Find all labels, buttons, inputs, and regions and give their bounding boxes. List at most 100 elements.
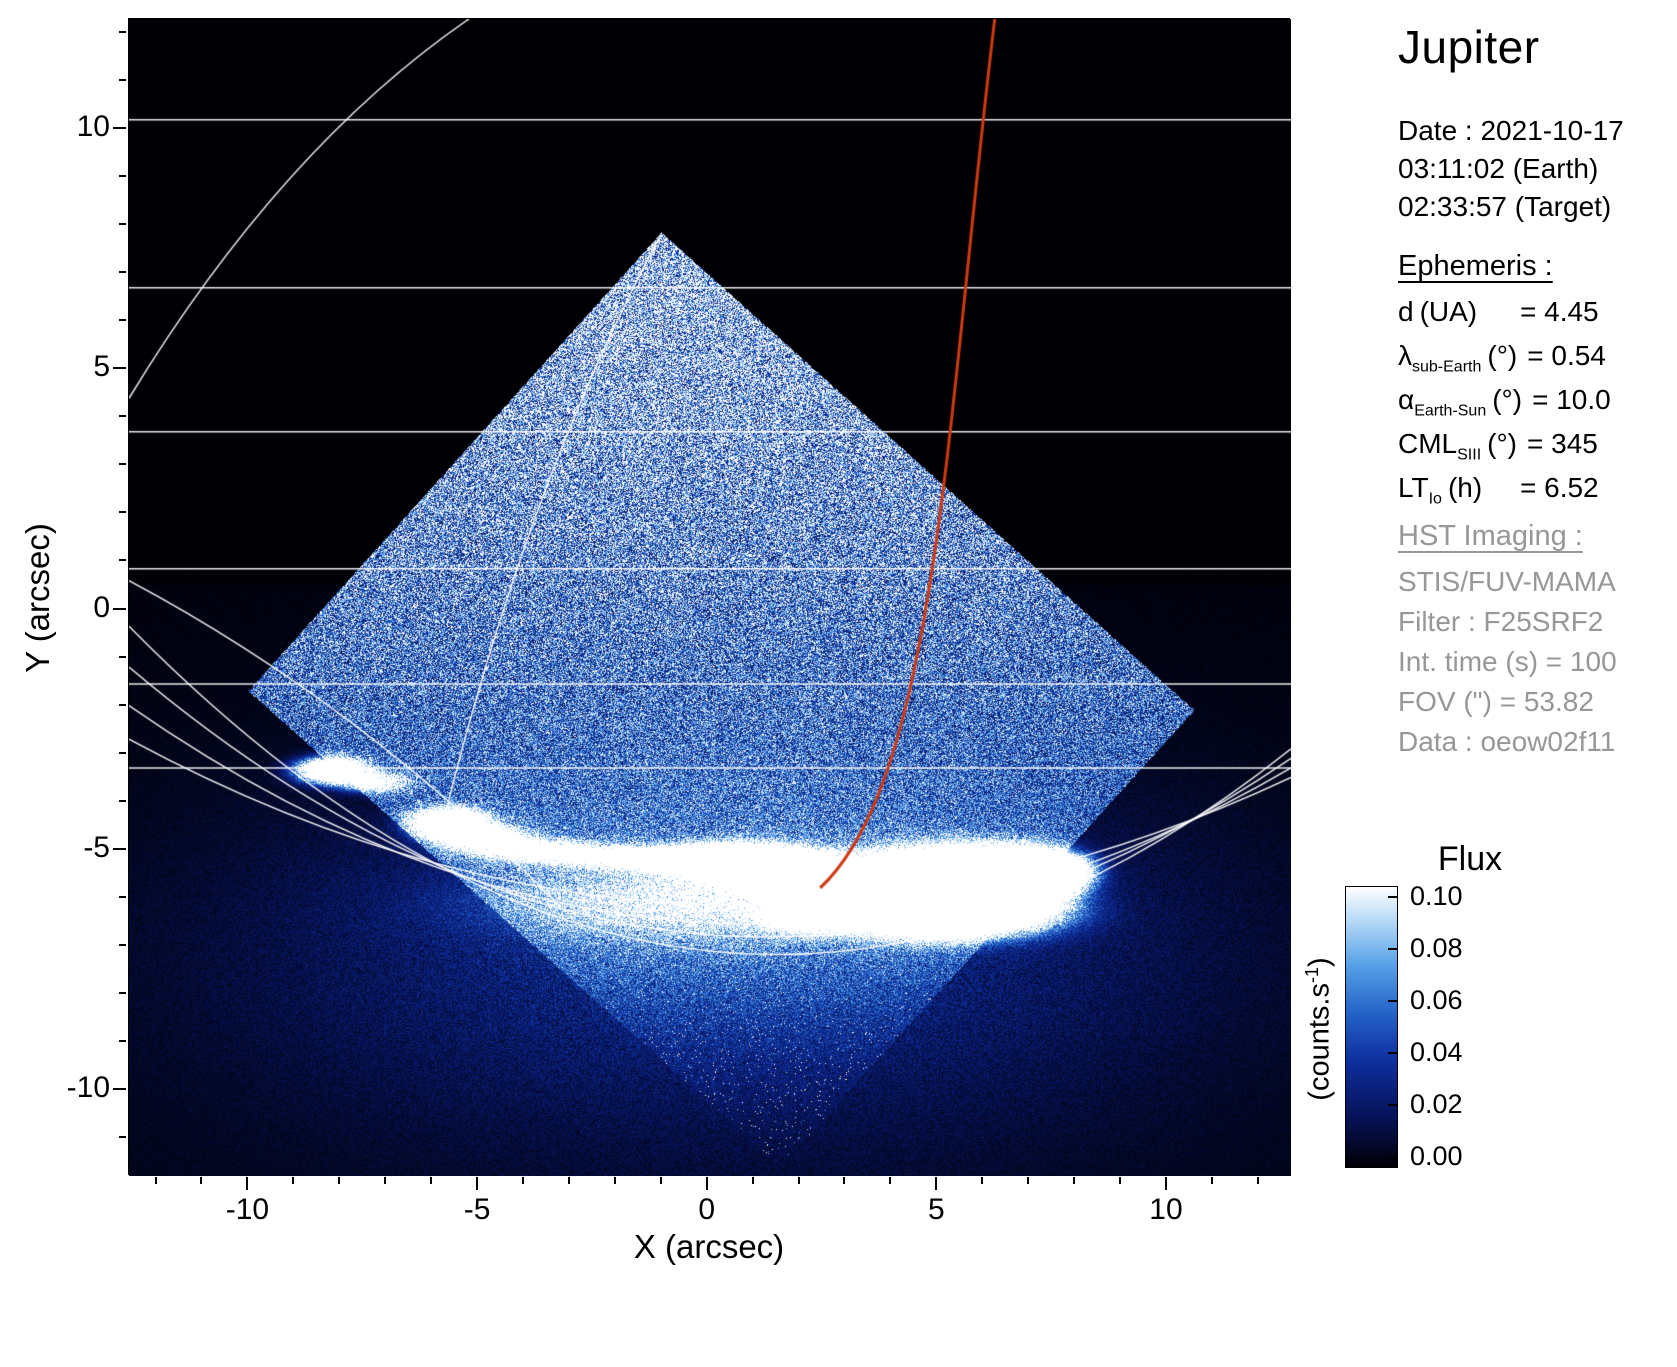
x-minor-tick <box>660 1177 662 1184</box>
y-major-tick <box>113 127 126 129</box>
x-minor-tick <box>155 1177 157 1184</box>
x-minor-tick <box>1073 1177 1075 1184</box>
y-minor-tick <box>119 656 126 658</box>
quantity-subscript: Earth-Sun <box>1414 403 1486 420</box>
x-major-tick <box>935 1177 937 1190</box>
x-minor-tick <box>798 1177 800 1184</box>
y-minor-tick <box>119 79 126 81</box>
x-minor-tick <box>430 1177 432 1184</box>
date-line: Date : 2021-10-17 <box>1398 112 1624 150</box>
ephemeris-heading: Ephemeris : <box>1398 250 1553 283</box>
x-minor-tick <box>889 1177 891 1184</box>
y-tick-label: -5 <box>18 831 110 865</box>
colorbar-tick <box>1388 948 1397 950</box>
quantity-value: = 10.0 <box>1532 384 1611 416</box>
hst-instrument: STIS/FUV-MAMA <box>1398 562 1617 602</box>
ephemeris-row-phase-angle: αEarth-Sun (°) = 10.0 <box>1398 384 1677 428</box>
hst-data-id: Data : oeow02f11 <box>1398 722 1617 762</box>
x-minor-tick <box>1257 1177 1259 1184</box>
colorbar-tick <box>1388 1156 1397 1158</box>
quantity-symbol: LT <box>1398 472 1429 503</box>
y-minor-tick <box>119 944 126 946</box>
ephemeris-row-subearth-lat: λsub-Earth (°) = 0.54 <box>1398 340 1677 384</box>
ephemeris-table: d (UA) = 4.45 λsub-Earth (°) = 0.54 αEarth… <box>1398 296 1677 516</box>
y-minor-tick <box>119 752 126 754</box>
ephemeris-row-cml: CMLSIII (°) = 345 <box>1398 428 1677 472</box>
y-minor-tick <box>119 463 126 465</box>
y-minor-tick <box>119 992 126 994</box>
y-axis-label: Y (arcsec) <box>18 448 58 748</box>
date-block: Date : 2021-10-17 03:11:02 (Earth) 02:33… <box>1398 112 1624 226</box>
y-minor-tick <box>119 175 126 177</box>
plot-area <box>128 18 1290 1175</box>
x-minor-tick <box>522 1177 524 1184</box>
x-minor-tick <box>384 1177 386 1184</box>
x-tick-label: -10 <box>197 1193 297 1227</box>
colorbar-tick <box>1388 1000 1397 1002</box>
x-minor-tick <box>614 1177 616 1184</box>
x-minor-tick <box>752 1177 754 1184</box>
colorbar-title: Flux <box>1395 840 1545 879</box>
colorbar-tick-label: 0.06 <box>1410 985 1520 1016</box>
colorbar-tick <box>1388 1052 1397 1054</box>
quantity-unit: (°) <box>1487 428 1517 459</box>
earth-time: 03:11:02 (Earth) <box>1398 150 1624 188</box>
x-minor-tick <box>338 1177 340 1184</box>
y-minor-tick <box>119 511 126 513</box>
colorbar-tick <box>1388 1104 1397 1106</box>
y-minor-tick <box>119 896 126 898</box>
quantity-symbol: α <box>1398 384 1414 415</box>
quantity-value: = 6.52 <box>1520 472 1599 504</box>
y-minor-tick <box>119 415 126 417</box>
sky-image-canvas <box>129 19 1291 1176</box>
quantity-symbol: CML <box>1398 428 1457 459</box>
quantity-unit: (°) <box>1487 340 1517 371</box>
quantity-symbol: λ <box>1398 340 1412 371</box>
x-minor-tick <box>981 1177 983 1184</box>
y-minor-tick <box>119 1136 126 1138</box>
target-time: 02:33:57 (Target) <box>1398 188 1624 226</box>
hst-fov: FOV (") = 53.82 <box>1398 682 1617 722</box>
quantity-subscript: Io <box>1429 491 1442 508</box>
y-minor-tick <box>119 319 126 321</box>
x-minor-tick <box>200 1177 202 1184</box>
colorbar-tick <box>1388 896 1397 898</box>
x-minor-tick <box>1027 1177 1029 1184</box>
x-minor-tick <box>1119 1177 1121 1184</box>
y-major-tick <box>113 608 126 610</box>
hst-filter: Filter : F25SRF2 <box>1398 602 1617 642</box>
quantity-unit: (h) <box>1448 472 1482 503</box>
y-tick-label: -10 <box>18 1071 110 1105</box>
x-major-tick <box>476 1177 478 1190</box>
x-minor-tick <box>568 1177 570 1184</box>
colorbar-tick-label: 0.08 <box>1410 933 1520 964</box>
y-minor-tick <box>119 223 126 225</box>
quantity-value: = 345 <box>1527 428 1598 460</box>
quantity-value: = 0.54 <box>1527 340 1606 372</box>
colorbar-tick-label: 0.02 <box>1410 1089 1520 1120</box>
colorbar-tick-label: 0.00 <box>1410 1141 1520 1172</box>
x-minor-tick <box>1211 1177 1213 1184</box>
quantity-unit: (UA) <box>1420 296 1478 327</box>
colorbar-tick-label: 0.10 <box>1410 881 1520 912</box>
colorbar-tick-label: 0.04 <box>1410 1037 1520 1068</box>
y-minor-tick <box>119 800 126 802</box>
quantity-subscript: sub-Earth <box>1412 359 1481 376</box>
quantity-value: = 4.45 <box>1520 296 1599 328</box>
colorbar <box>1345 886 1398 1168</box>
ephemeris-row-distance: d (UA) = 4.45 <box>1398 296 1677 340</box>
y-minor-tick <box>119 1040 126 1042</box>
y-tick-label: 5 <box>18 350 110 384</box>
page-title: Jupiter <box>1398 20 1540 74</box>
x-tick-label: -5 <box>427 1193 527 1227</box>
hst-imaging-details: STIS/FUV-MAMA Filter : F25SRF2 Int. time… <box>1398 562 1617 762</box>
quantity-subscript: SIII <box>1457 447 1481 464</box>
y-minor-tick <box>119 559 126 561</box>
y-minor-tick <box>119 271 126 273</box>
x-tick-label: 10 <box>1116 1193 1216 1227</box>
figure: -10 -5 0 5 10 10 5 0 -5 -10 X (arcsec) Y (arcsec… <box>0 0 1677 1367</box>
ephemeris-row-io-localtime: LTIo (h) = 6.52 <box>1398 472 1677 516</box>
y-minor-tick <box>119 704 126 706</box>
x-major-tick <box>246 1177 248 1190</box>
x-minor-tick <box>292 1177 294 1184</box>
